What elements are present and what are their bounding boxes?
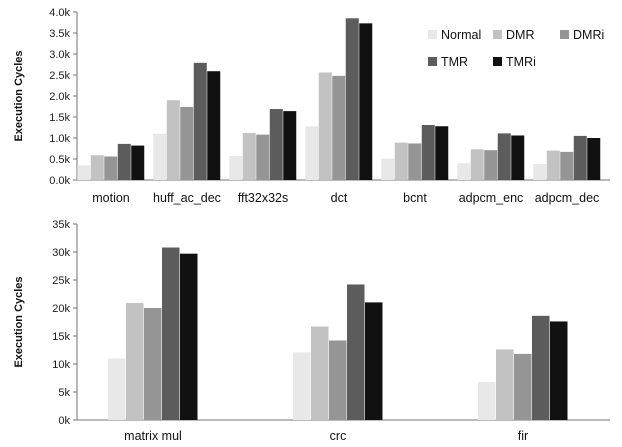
bar-tmri-dct (359, 23, 373, 181)
y-tick-label: 25k (52, 275, 70, 287)
bar-normal-huff_ac_dec (153, 133, 167, 180)
bar-dmri-motion (104, 156, 118, 180)
legend-label-dmri: DMRi (573, 28, 604, 42)
bar-dmr-fir (496, 349, 514, 420)
legend-swatch-tmri (493, 57, 502, 66)
bar-normal-dct (305, 126, 319, 180)
y-tick-label: 0.5k (49, 154, 70, 166)
bar-dmri-adpcm_dec (560, 151, 574, 180)
bar-tmri-fft32x32s (283, 111, 297, 180)
bar-dmr-bcnt (394, 142, 408, 180)
bar-normal-fft32x32s (229, 156, 243, 180)
legend-swatch-tmr (428, 57, 437, 66)
x-tick-label: dct (331, 191, 348, 205)
bar-normal-matrix_mul (108, 358, 126, 420)
y-tick-label: 3.5k (49, 28, 70, 40)
y-tick-label: 30k (52, 247, 70, 259)
y-axis-label: Execution Cycles (13, 50, 25, 141)
bar-normal-adpcm_enc (457, 163, 471, 180)
bar-tmr-huff_ac_dec (193, 62, 207, 180)
chart-bottom: 0k 5k 10k 15k 20k 25k 30k 35k Execution Cycles ma… (13, 219, 610, 443)
bar-tmr-matrix_mul (162, 247, 180, 420)
bar-tmr-motion (117, 143, 131, 180)
bar-tmri-matrix_mul (180, 253, 198, 420)
legend-label-normal: Normal (441, 28, 481, 42)
bar-dmr-huff_ac_dec (166, 100, 180, 180)
x-tick-label: adpcm_dec (535, 191, 600, 205)
chart-top: 0.0k 0.5k 1.0k 1.5k 2.0k 2.5k 3.0k 3.5k 4.0k Exec… (13, 7, 610, 205)
bar-dmr-dct (318, 72, 332, 180)
bar-dmr-matrix_mul (126, 302, 144, 420)
bar-dmri-matrix_mul (144, 308, 162, 420)
x-tick-label: huff_ac_dec (153, 191, 221, 205)
y-tick-label: 5k (58, 387, 70, 399)
y-tick-label: 1.5k (49, 112, 70, 124)
bar-tmri-adpcm_dec (587, 138, 601, 180)
x-tick-label: motion (92, 191, 130, 205)
bar-tmr-adpcm_enc (497, 133, 511, 180)
bar-dmr-motion (90, 155, 104, 180)
legend-swatch-dmr (493, 30, 502, 39)
bar-normal-crc (293, 352, 311, 420)
legend-swatch-dmri (560, 30, 569, 39)
y-tick-label: 2.0k (49, 91, 70, 103)
bar-dmri-huff_ac_dec (180, 106, 194, 180)
bar-tmr-bcnt (421, 124, 435, 180)
y-axis-label: Execution Cycles (13, 276, 25, 367)
bar-tmr-crc (347, 284, 365, 420)
legend-label-dmr: DMR (506, 28, 534, 42)
legend-swatch-normal (428, 30, 437, 39)
bar-tmri-huff_ac_dec (207, 71, 221, 180)
bar-dmr-adpcm_enc (470, 149, 484, 180)
bar-tmri-fir (550, 321, 568, 420)
bar-dmri-fft32x32s (256, 134, 270, 180)
y-tick-label: 35k (52, 219, 70, 231)
x-tick-label: matrix mul (124, 429, 182, 443)
bar-dmri-adpcm_enc (484, 150, 498, 180)
legend: Normal DMR DMRi TMR TMRi (428, 28, 604, 69)
bar-tmr-dct (345, 18, 359, 180)
y-tick-label: 2.5k (49, 70, 70, 82)
x-tick-label: fir (518, 429, 528, 443)
y-tick-label: 15k (52, 331, 70, 343)
bar-dmri-fir (514, 353, 532, 420)
bar-tmr-adpcm_dec (573, 135, 587, 180)
bar-tmr-fft32x32s (269, 109, 283, 180)
x-tick-label: bcnt (403, 191, 427, 205)
bar-dmr-adpcm_dec (546, 150, 560, 180)
y-tick-label: 0.0k (49, 175, 70, 187)
x-tick-label: fft32x32s (238, 191, 289, 205)
bar-normal-motion (77, 165, 91, 180)
y-tick-label: 10k (52, 359, 70, 371)
bar-dmri-dct (332, 75, 346, 180)
x-tick-label: adpcm_enc (459, 191, 524, 205)
bar-dmr-fft32x32s (242, 132, 256, 180)
legend-label-tmr: TMR (441, 55, 468, 69)
y-tick-label: 0k (58, 415, 70, 427)
bar-normal-adpcm_dec (533, 164, 547, 180)
bar-dmr-crc (311, 326, 329, 420)
bar-tmri-bcnt (435, 126, 449, 180)
x-tick-label: crc (330, 429, 347, 443)
bar-normal-fir (478, 381, 496, 420)
y-tick-label: 20k (52, 303, 70, 315)
y-tick-label: 4.0k (49, 7, 70, 19)
legend-label-tmri: TMRi (506, 55, 536, 69)
bar-normal-bcnt (381, 158, 395, 180)
bar-tmri-motion (131, 145, 145, 180)
bar-tmri-crc (365, 302, 383, 420)
y-tick-label: 3.0k (49, 49, 70, 61)
bar-dmri-bcnt (408, 143, 422, 180)
y-tick-label: 1.0k (49, 133, 70, 145)
bar-dmri-crc (329, 340, 347, 420)
bar-tmri-adpcm_enc (511, 135, 525, 180)
bar-tmr-fir (532, 315, 550, 420)
